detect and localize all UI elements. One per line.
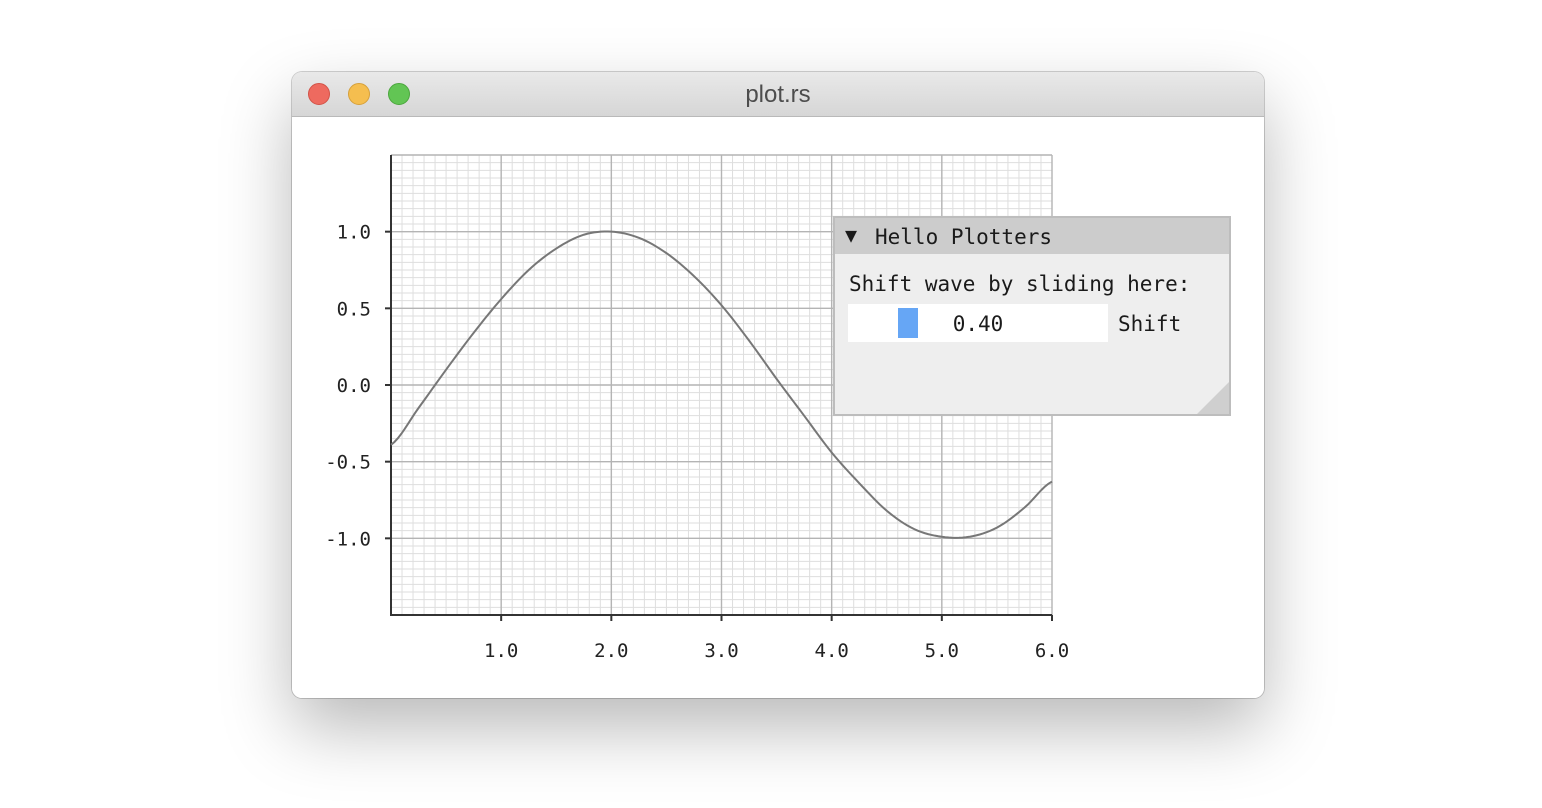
panel-header[interactable]: ▼ Hello Plotters <box>835 218 1229 254</box>
y-tick-label: -1.0 <box>325 528 371 550</box>
resize-grip[interactable] <box>1197 382 1229 414</box>
y-axis-ticks: 1.0 0.5 0.0 -0.5 -1.0 <box>325 222 391 550</box>
panel-title: Hello Plotters <box>875 225 1053 249</box>
close-window-button[interactable] <box>308 83 330 105</box>
shift-slider[interactable]: 0.40 <box>848 304 1108 342</box>
y-tick-label: 1.0 <box>337 222 371 244</box>
sine-wave-chart: 1.0 2.0 3.0 4.0 5.0 6.0 1.0 0.5 0.0 -0.5 -1.0 <box>325 154 1069 662</box>
chart-series <box>390 230 1053 539</box>
slider-caption: Shift <box>1118 312 1182 336</box>
window-content: 1.0 2.0 3.0 4.0 5.0 6.0 1.0 0.5 0.0 -0.5 -1.0 ▼ H… <box>292 117 1264 698</box>
x-axis-ticks: 1.0 2.0 3.0 4.0 5.0 6.0 <box>484 615 1069 662</box>
zoom-window-button[interactable] <box>388 83 410 105</box>
app-window: plot.rs 1.0 2.0 3.0 4.0 5.0 6.0 1.0 0.5 0.0 -0.5… <box>292 72 1264 698</box>
x-tick-label: 3.0 <box>704 640 738 662</box>
slider-grab-handle[interactable] <box>898 308 918 338</box>
window-title: plot.rs <box>745 81 811 108</box>
hello-plotters-panel[interactable]: ▼ Hello Plotters Shift wave by sliding h… <box>833 216 1231 416</box>
y-tick-label: -0.5 <box>325 452 371 474</box>
x-tick-label: 6.0 <box>1035 640 1069 662</box>
x-tick-label: 5.0 <box>925 640 959 662</box>
x-tick-label: 2.0 <box>594 640 628 662</box>
slider-value: 0.40 <box>952 312 1004 336</box>
slider-instruction-label: Shift wave by sliding here: <box>849 272 1191 296</box>
sine-wave-line <box>390 230 1053 539</box>
y-tick-label: 0.5 <box>337 298 371 320</box>
y-tick-label: 0.0 <box>337 375 371 397</box>
x-tick-label: 4.0 <box>815 640 849 662</box>
collapse-triangle-icon[interactable]: ▼ <box>845 223 858 247</box>
minimize-window-button[interactable] <box>348 83 370 105</box>
x-tick-label: 1.0 <box>484 640 518 662</box>
title-bar[interactable]: plot.rs <box>292 72 1264 117</box>
